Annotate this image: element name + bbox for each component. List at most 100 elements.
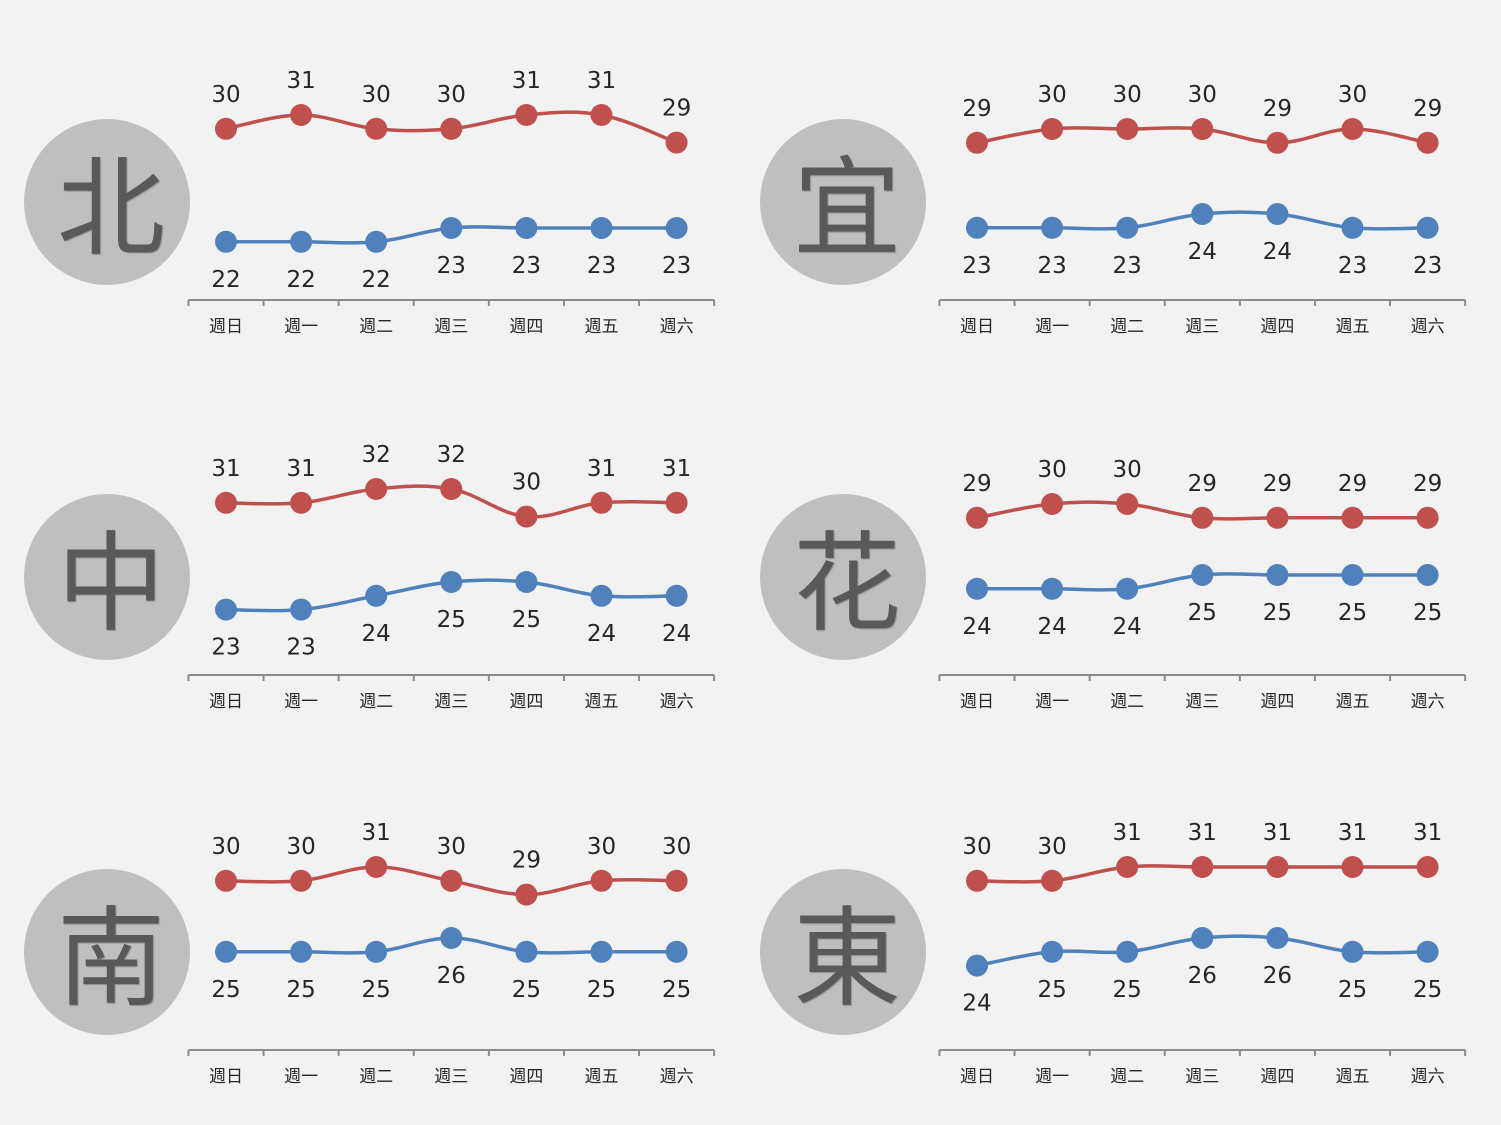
- high-temp-point: [1341, 856, 1364, 878]
- high-temp-value-label: 29: [1413, 96, 1442, 122]
- x-tick-label: 週四: [509, 1067, 543, 1087]
- low-temp-value-label: 24: [662, 621, 691, 647]
- low-temp-point: [215, 230, 237, 253]
- low-temp-value-label: 25: [587, 977, 616, 1003]
- city-chart-panel: 北週日 週一 週二 週三 週四 週五 週六 30 31 30 30 31 31 29 22 22 22 23 23 2…: [0, 0, 750, 375]
- low-temp-point: [1341, 564, 1364, 586]
- low-temp-point: [1191, 927, 1214, 949]
- high-temp-value-label: 30: [1113, 457, 1142, 483]
- x-tick-label: 週二: [359, 317, 393, 337]
- low-temp-point: [1041, 577, 1064, 600]
- high-temp-value-label: 29: [662, 96, 691, 122]
- low-temp-point: [440, 217, 463, 239]
- high-temp-point: [515, 505, 538, 528]
- low-temp-value-label: 25: [1413, 600, 1442, 626]
- low-temp-value-label: 25: [1037, 977, 1066, 1003]
- high-temp-value-label: 30: [962, 834, 991, 860]
- x-tick-label: 週一: [284, 317, 318, 337]
- city-chart-panel: 東週日 週一 週二 週三 週四 週五 週六 30 30 31 31 31 31 31 24 25 25 26 26 2…: [750, 750, 1500, 1125]
- x-tick-label: 週二: [359, 1067, 393, 1087]
- high-temp-point: [440, 869, 463, 892]
- low-temp-point: [665, 584, 688, 607]
- low-temp-value-label: 23: [211, 635, 240, 661]
- high-temp-value-label: 31: [1413, 820, 1442, 846]
- high-temp-value-label: 30: [662, 834, 691, 860]
- high-temp-value-label: 32: [362, 442, 391, 468]
- high-temp-point: [1041, 493, 1064, 515]
- high-temp-value-label: 29: [512, 848, 541, 874]
- low-temp-point: [1041, 940, 1064, 963]
- x-tick-label: 週二: [1110, 317, 1144, 337]
- low-temp-point: [966, 577, 988, 600]
- city-name: 花: [792, 522, 901, 647]
- high-temp-point: [215, 117, 237, 140]
- low-temp-point: [1416, 216, 1439, 239]
- x-tick-label: 週四: [1260, 1067, 1294, 1087]
- x-tick-label: 週一: [1035, 1067, 1069, 1087]
- x-tick-label: 週日: [209, 317, 243, 337]
- x-tick-label: 週四: [1260, 692, 1294, 712]
- low-temp-value-label: 24: [962, 991, 991, 1017]
- high-temp-value-label: 30: [286, 834, 315, 860]
- city-name: 宜: [792, 147, 901, 272]
- high-temp-value-label: 29: [962, 96, 991, 122]
- high-temp-point: [365, 856, 388, 878]
- high-temp-value-label: 29: [962, 471, 991, 497]
- high-temp-point: [365, 117, 388, 140]
- city-chart-panel: 中週日 週一 週二 週三 週四 週五 週六 31 31 32 32 30 31 31 23 23 24 25 25 2…: [0, 375, 750, 750]
- high-temp-point: [1116, 118, 1139, 140]
- high-temp-point: [966, 869, 988, 892]
- low-temp-value-label: 25: [512, 977, 541, 1003]
- x-tick-label: 週日: [960, 317, 994, 337]
- low-temp-point: [515, 571, 538, 593]
- x-tick-label: 週二: [1110, 1067, 1144, 1087]
- high-temp-value-label: 31: [362, 820, 391, 846]
- low-temp-point: [440, 571, 463, 593]
- x-tick-label: 週六: [660, 317, 694, 337]
- high-temp-point: [1191, 506, 1214, 529]
- high-temp-value-label: 31: [1338, 820, 1367, 846]
- x-tick-label: 週日: [209, 1067, 243, 1087]
- x-tick-label: 週六: [660, 1067, 694, 1087]
- low-temp-point: [1266, 564, 1289, 586]
- high-temp-value-label: 31: [587, 68, 616, 94]
- high-temp-point: [966, 506, 988, 529]
- low-temp-value-label: 23: [962, 253, 991, 279]
- high-temp-point: [1416, 856, 1439, 878]
- high-temp-value-label: 31: [587, 456, 616, 482]
- low-temp-value-label: 23: [1037, 253, 1066, 279]
- high-temp-point: [665, 869, 688, 892]
- high-temp-value-label: 30: [437, 834, 466, 860]
- low-temp-value-label: 23: [662, 253, 691, 279]
- high-temp-value-label: 31: [211, 456, 240, 482]
- low-temp-point: [290, 230, 313, 253]
- line-chart: 週日 週一 週二 週三 週四 週五 週六 30 31 30 30 31 31 29 22 22 22 23 23 23…: [187, 68, 716, 337]
- high-temp-value-label: 31: [512, 68, 541, 94]
- low-temp-point: [1266, 927, 1289, 949]
- low-temp-point: [290, 598, 313, 621]
- high-temp-point: [290, 104, 313, 126]
- x-tick-label: 週一: [284, 1067, 318, 1087]
- city-badge: 宜: [760, 119, 926, 285]
- high-temp-value-label: 30: [1188, 82, 1217, 108]
- low-temp-value-label: 26: [1188, 963, 1217, 989]
- x-tick-label: 週五: [1336, 692, 1370, 712]
- low-temp-point: [590, 584, 613, 607]
- low-temp-value-label: 23: [1113, 253, 1142, 279]
- line-chart: 週日 週一 週二 週三 週四 週五 週六 30 30 31 31 31 31 31 24 25 25 26 26 25…: [938, 820, 1467, 1087]
- high-temp-point: [1341, 506, 1364, 529]
- high-temp-value-label: 31: [286, 68, 315, 94]
- city-chart-panel: 宜週日 週一 週二 週三 週四 週五 週六 29 30 30 30 29 30 29 23 23 23 24 24 2…: [750, 0, 1500, 375]
- low-temp-point: [1341, 216, 1364, 239]
- high-temp-point: [215, 491, 237, 514]
- low-temp-value-label: 22: [286, 267, 315, 293]
- high-temp-value-label: 30: [1338, 82, 1367, 108]
- high-temp-point: [590, 104, 613, 126]
- low-temp-value-label: 25: [662, 977, 691, 1003]
- high-temp-value-label: 30: [211, 834, 240, 860]
- high-temp-point: [1116, 856, 1139, 878]
- low-temp-point: [290, 940, 313, 963]
- x-tick-label: 週四: [509, 317, 543, 337]
- low-temp-value-label: 22: [211, 267, 240, 293]
- low-temp-value-label: 25: [512, 607, 541, 633]
